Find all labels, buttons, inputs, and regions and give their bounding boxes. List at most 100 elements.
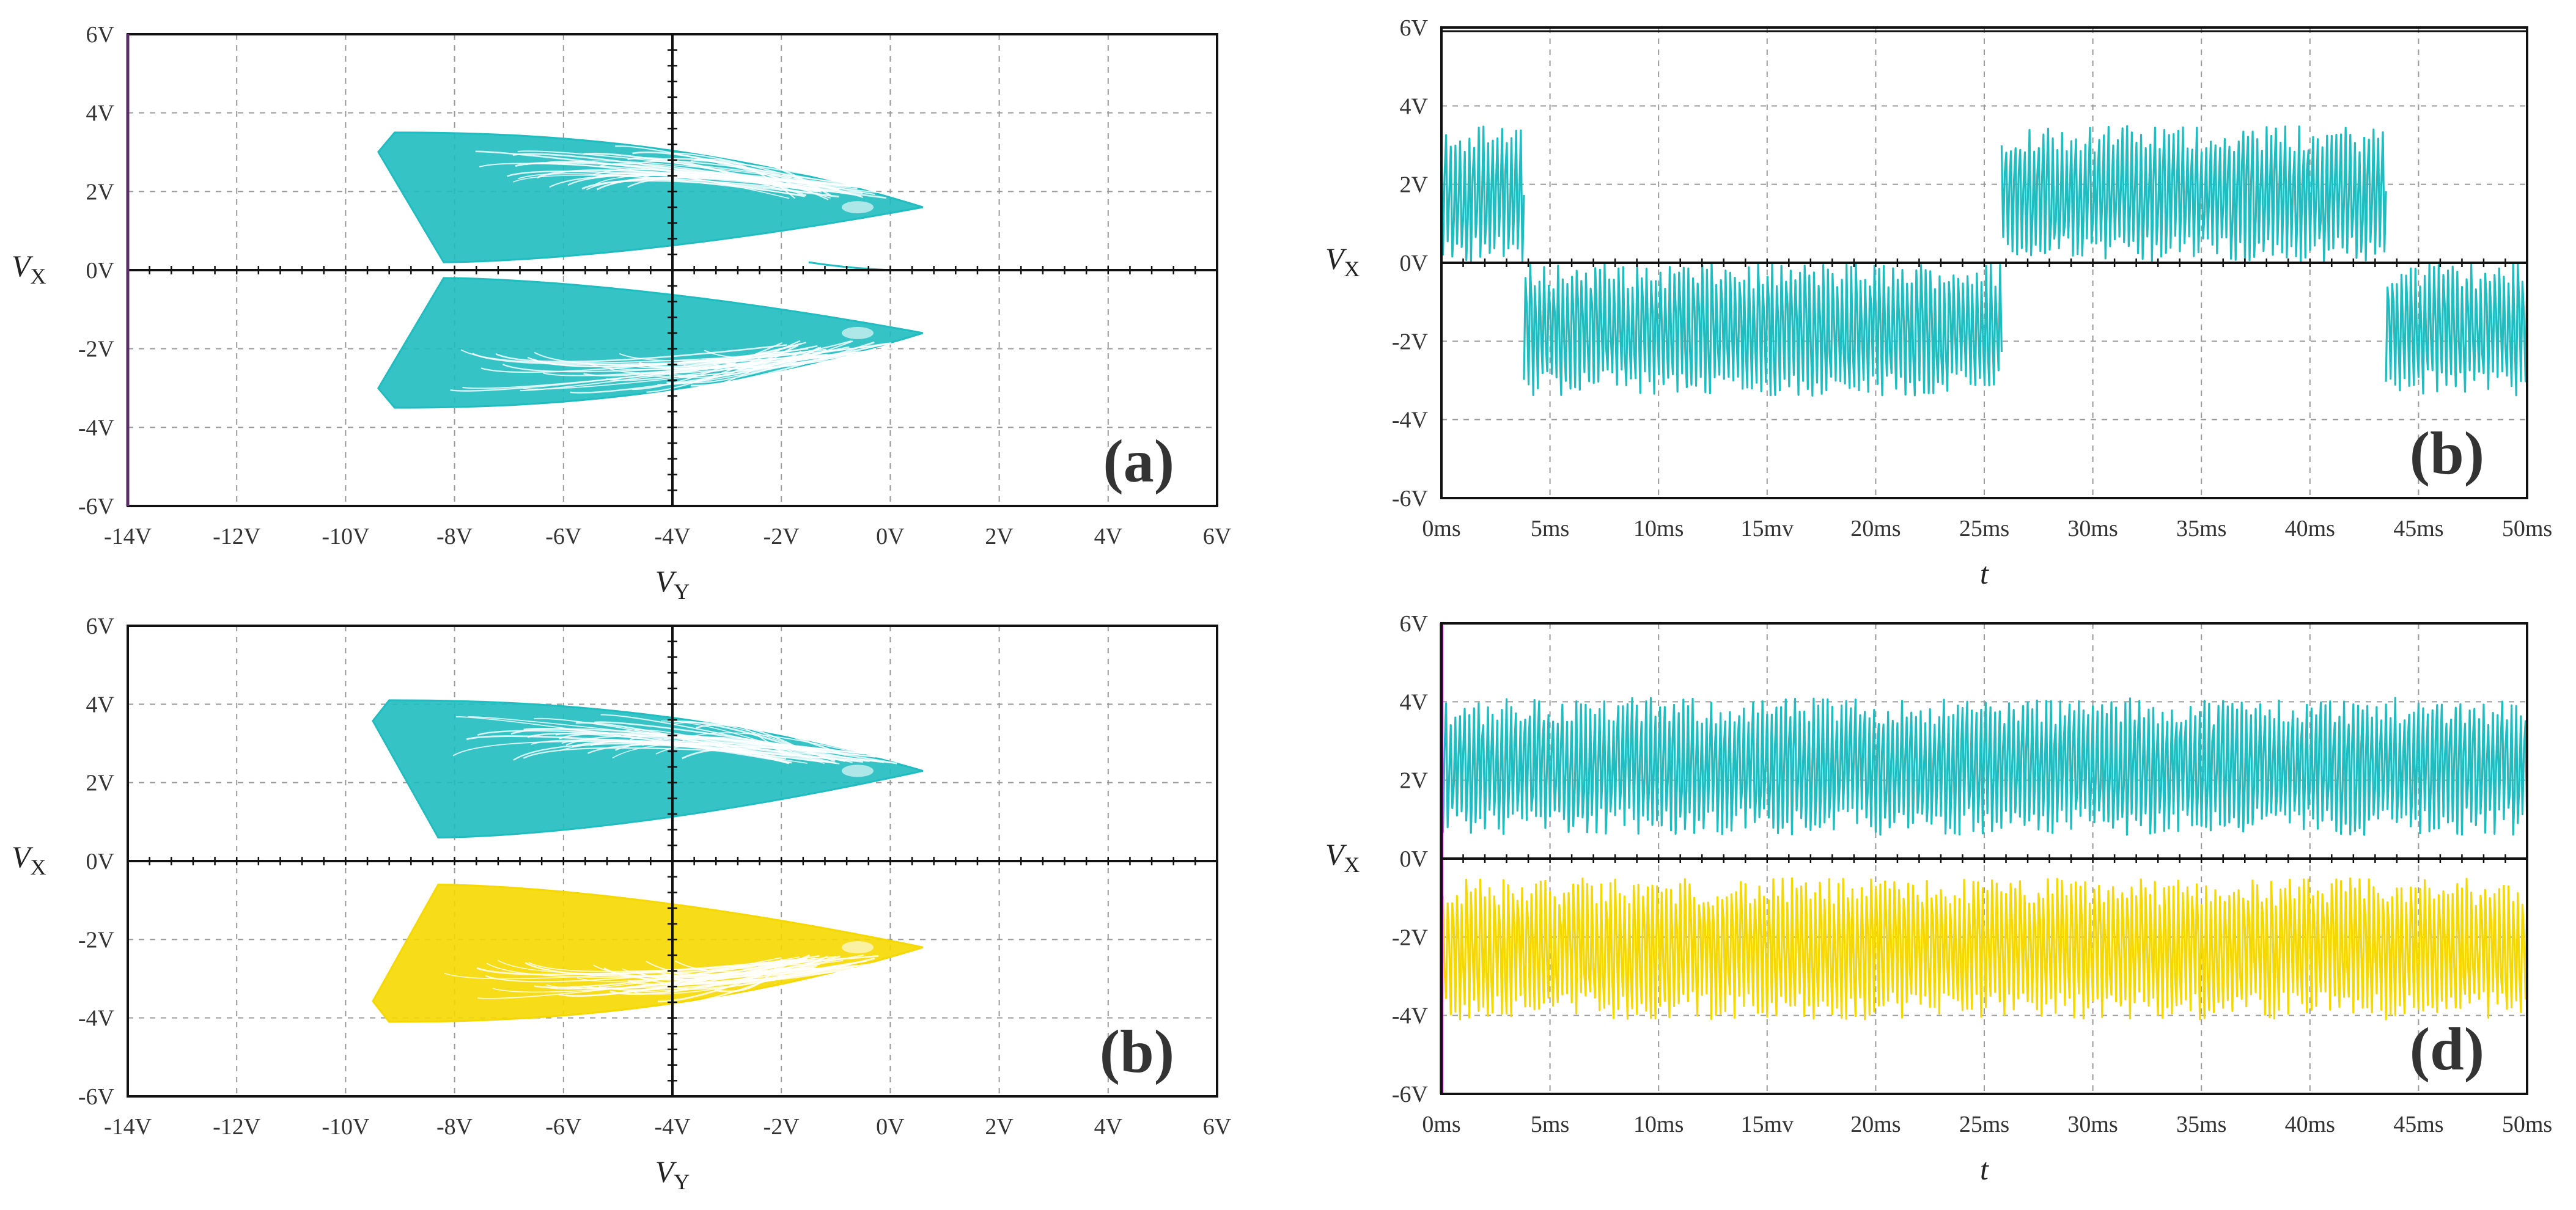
panel-b-time-series: 0ms 5ms 10ms 15mv 20ms 25ms 30ms 35ms 40ms 45ms 50… — [1325, 15, 2552, 590]
trajectory-gap — [594, 721, 897, 765]
y-tick-label: -4V — [78, 415, 115, 441]
x-tick-label: 45ms — [2393, 516, 2443, 541]
panel-label: (b) — [2410, 419, 2484, 487]
x-tick-label: 40ms — [2285, 1112, 2335, 1137]
x-tick-label: -14V — [104, 1114, 152, 1140]
x-tick-label: 4V — [1094, 524, 1123, 549]
y-tick-label: -6V — [1392, 1082, 1429, 1107]
center-axes — [1440, 258, 2528, 267]
trajectory-gap — [561, 738, 791, 764]
panel-label: (a) — [1103, 427, 1174, 495]
x-tick-label: 4V — [1094, 1114, 1123, 1140]
y-tick-label: 2V — [1400, 768, 1429, 794]
trajectory-gap — [460, 349, 806, 364]
plot-frame — [127, 625, 1218, 1098]
y-tick-label: 0V — [1400, 846, 1429, 872]
x-tick-label: 0V — [876, 1114, 905, 1140]
trajectory-gap — [630, 734, 849, 759]
y-tick-label: 0V — [1400, 251, 1429, 276]
y-tick-label: 4V — [86, 101, 115, 127]
x-tick-label: 10ms — [1633, 1112, 1684, 1137]
trajectory-gap — [609, 350, 892, 374]
trajectory-gap — [495, 344, 787, 363]
panel-d-time-series: 0ms 5ms 10ms 15mv 20ms 25ms 30ms 35ms 40ms 45ms 50… — [1325, 611, 2552, 1186]
trajectory-gap — [450, 354, 805, 392]
y-axis-label: VX — [1325, 837, 1360, 877]
trajectory-gap — [641, 346, 900, 370]
trajectory-gap — [565, 958, 815, 997]
trajectory-gap — [468, 716, 892, 764]
attractor-lobe-fill — [377, 277, 924, 409]
center-axes — [1440, 854, 2528, 863]
y-tick-label: 6V — [86, 22, 115, 48]
y-tick-label: -6V — [78, 1084, 115, 1110]
x-tick-label: -4V — [654, 524, 691, 549]
trajectory-gap — [609, 966, 793, 996]
y-tick-label: -6V — [78, 494, 115, 519]
x-tick-label: 15mv — [1741, 516, 1794, 541]
trajectory-gap — [534, 955, 820, 989]
y-tick-label: -6V — [1392, 486, 1429, 512]
y-tick-label: 4V — [1400, 94, 1429, 119]
x-tick-label: -10V — [322, 1114, 370, 1140]
trajectory-gap — [600, 714, 845, 762]
trajectory-gap — [475, 150, 887, 199]
attractor-core — [841, 941, 874, 954]
x-tick-label: 25ms — [1959, 516, 2009, 541]
x-tick-label: 2V — [985, 1114, 1014, 1140]
attractor-lobe-lower — [377, 277, 924, 409]
trajectory-gap — [650, 158, 878, 189]
x-tick-label: -2V — [764, 1114, 800, 1140]
y-tick-label: -2V — [1392, 925, 1429, 950]
x-tick-label: 35ms — [2176, 516, 2226, 541]
y-tick-label: -4V — [1392, 1003, 1429, 1029]
x-axis-label: t — [1980, 556, 1989, 590]
trajectory-gap — [716, 154, 832, 197]
y-tick-label: 4V — [1400, 689, 1429, 715]
y-tick-label: 0V — [86, 258, 115, 284]
trajectory-gap — [686, 715, 846, 757]
x-tick-label: 30ms — [2067, 516, 2118, 541]
y-axis-label: VX — [1325, 241, 1360, 281]
attractor-lobe-lower — [372, 883, 924, 1023]
attractor-core — [841, 326, 874, 339]
x-tick-label: -6V — [545, 1114, 582, 1140]
attractor-lobe-fill — [372, 699, 924, 839]
x-tick-label: 0ms — [1422, 1112, 1460, 1137]
x-axis-label: VY — [655, 1154, 690, 1194]
panel-label: (d) — [2410, 1015, 2484, 1083]
x-tick-label: 30ms — [2067, 1112, 2118, 1137]
trajectory-gap — [597, 177, 839, 191]
x-tick-label: 10ms — [1633, 516, 1684, 541]
y-tick-label: -4V — [78, 1006, 115, 1032]
x-tick-label: -14V — [104, 524, 152, 549]
plot-frame — [1440, 26, 2528, 499]
signal-segment-0-1 — [1523, 262, 2003, 397]
y-tick-label: -2V — [1392, 329, 1429, 354]
trajectory-gap — [524, 962, 859, 977]
x-tick-label: 45ms — [2393, 1112, 2443, 1137]
trajectory-gap — [510, 728, 819, 752]
trajectory-gap — [598, 963, 870, 991]
x-tick-label: 50ms — [2502, 1112, 2552, 1137]
signal-segment-0-3 — [2385, 263, 2528, 397]
x-tick-label: 5ms — [1531, 1112, 1569, 1137]
trajectory-gap — [679, 347, 792, 391]
x-tick-label: -6V — [545, 524, 582, 549]
y-tick-label: -2V — [78, 337, 115, 362]
trajectory-gap — [631, 342, 783, 391]
x-tick-label: 0V — [876, 524, 905, 549]
trajectory-gap — [646, 340, 801, 393]
center-axes — [127, 33, 1218, 507]
center-axes — [127, 625, 1218, 1098]
x-tick-label: -12V — [213, 524, 261, 549]
y-tick-label: 6V — [86, 614, 115, 639]
trajectory-gap — [455, 716, 808, 764]
trajectory-gap — [517, 150, 901, 191]
y-tick-label: 2V — [86, 771, 115, 796]
trajectory-gap — [523, 747, 870, 762]
trajectory-gap — [591, 171, 819, 193]
panel-label: (b) — [1100, 1018, 1174, 1085]
y-tick-label: 2V — [86, 179, 115, 205]
